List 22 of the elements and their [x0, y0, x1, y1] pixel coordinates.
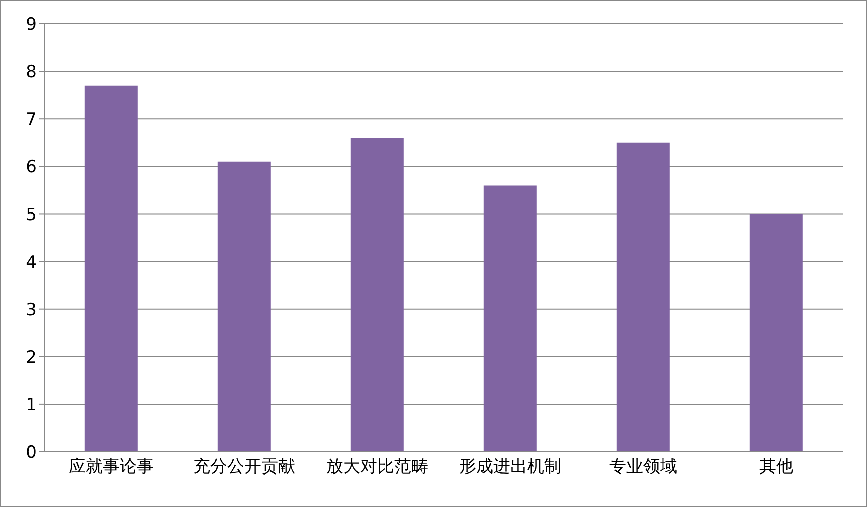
y-tick-label: 1: [26, 395, 37, 416]
bar: [84, 86, 138, 452]
x-tick-label: 形成进出机制: [460, 457, 562, 478]
y-tick-label: 9: [26, 15, 37, 36]
y-tick-label: 4: [26, 252, 37, 273]
x-tick-label: 充分公开贡献: [194, 457, 296, 478]
x-tick-label: 其他: [760, 457, 794, 478]
y-tick-label: 0: [26, 443, 37, 464]
y-tick-label: 3: [26, 300, 37, 320]
y-tick-label: 8: [26, 62, 37, 83]
y-tick-label: 7: [26, 110, 37, 130]
bar: [616, 142, 670, 452]
y-tick-label: 5: [26, 205, 37, 226]
bar: [218, 162, 271, 452]
y-tick-label: 6: [26, 158, 37, 178]
bar: [750, 214, 803, 452]
x-tick-label: 放大对比范畴: [326, 457, 428, 478]
y-tick-label: 2: [26, 348, 37, 368]
x-tick-label: 应就事论事: [69, 457, 154, 478]
bar: [484, 186, 537, 452]
x-tick-label: 专业领域: [610, 457, 678, 478]
bar: [350, 138, 404, 452]
